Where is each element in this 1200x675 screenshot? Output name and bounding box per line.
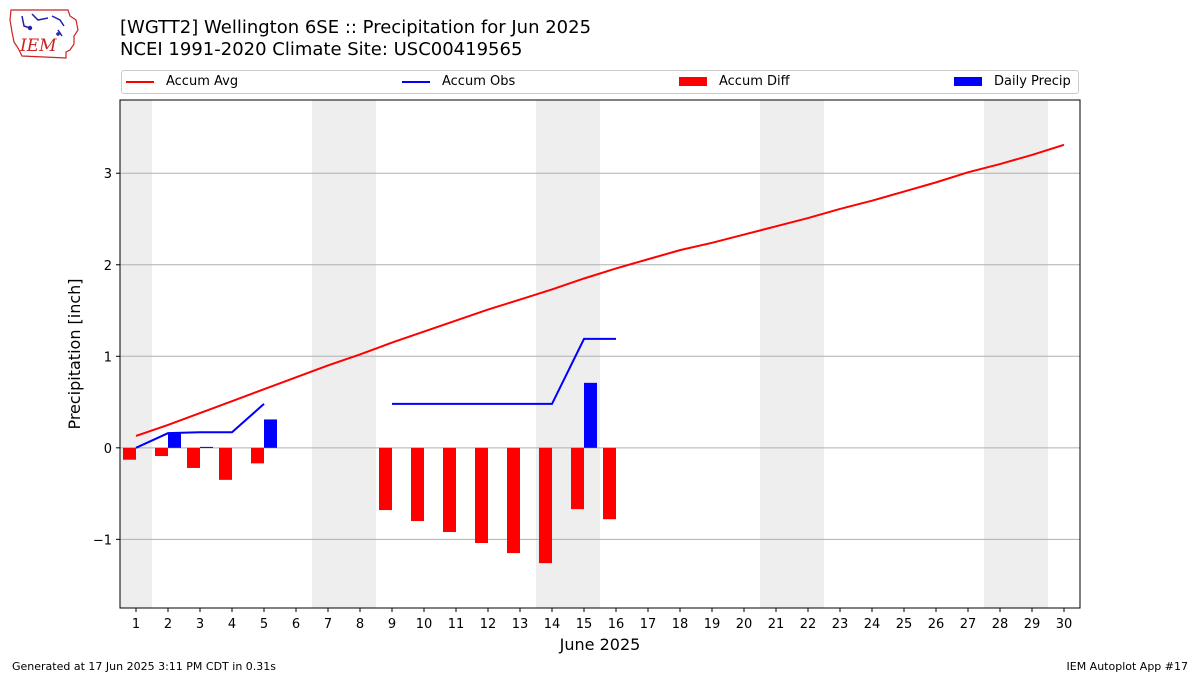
x-tick-label: 29	[1024, 617, 1041, 632]
x-tick-label: 11	[448, 617, 465, 632]
y-tick-label: 2	[104, 259, 112, 274]
x-tick-label: 14	[544, 617, 561, 632]
bar-daily-precip	[264, 419, 277, 448]
y-tick-label: 0	[104, 442, 112, 457]
x-tick-label: 16	[608, 617, 625, 632]
weekend-band-2	[312, 100, 376, 608]
x-tick-label: 27	[960, 617, 977, 632]
iem-logo: IEM	[8, 6, 82, 64]
bar-accum-diff	[539, 447, 552, 564]
line-accum-obs	[135, 403, 265, 449]
chart-title: [WGTT2] Wellington 6SE :: Precipitation …	[120, 17, 592, 38]
bar-accum-diff	[379, 447, 392, 511]
x-tick-label: 20	[736, 617, 753, 632]
legend-swatch-daily-precip	[954, 77, 982, 86]
logo-text: IEM	[19, 36, 57, 56]
line-accum-obs	[392, 337, 616, 405]
x-tick-label: 2	[164, 617, 172, 632]
x-tick-label: 22	[800, 617, 817, 632]
bar-daily-precip	[584, 382, 597, 448]
legend-swatch-accum-diff	[679, 77, 707, 86]
chart-subtitle: NCEI 1991-2020 Climate Site: USC00419565	[120, 39, 523, 60]
bar-daily-precip	[168, 433, 181, 448]
bar-accum-diff	[155, 447, 168, 457]
bar-accum-diff	[123, 447, 136, 460]
x-tick-label: 13	[512, 617, 529, 632]
x-axis-label: June 2025	[559, 635, 641, 654]
x-tick-label: 4	[228, 617, 236, 632]
x-tick-label: 7	[324, 617, 332, 632]
x-tick-label: 12	[480, 617, 497, 632]
x-tick-label: 6	[292, 617, 300, 632]
bar-accum-diff	[251, 447, 264, 464]
legend-label-accum-obs: Accum Obs	[442, 74, 516, 89]
x-tick-label: 24	[864, 617, 881, 632]
weekend-band-4	[760, 100, 824, 608]
legend-item-daily-precip: Daily Precip	[954, 74, 1071, 89]
footer-app-text: IEM Autoplot App #17	[1066, 660, 1189, 673]
x-tick-label: 26	[928, 617, 945, 632]
x-tick-label: 17	[640, 617, 657, 632]
legend-swatch-accum-avg	[126, 80, 154, 83]
legend-label-daily-precip: Daily Precip	[994, 74, 1071, 89]
bar-accum-diff	[507, 447, 520, 554]
y-tick-label: −1	[93, 533, 112, 548]
bar-accum-diff	[603, 447, 616, 520]
x-tick-label: 18	[672, 617, 689, 632]
bar-accum-diff	[571, 447, 584, 510]
legend-item-accum-diff: Accum Diff	[679, 74, 790, 89]
weekend-band-1	[120, 100, 152, 608]
x-tick-label: 30	[1056, 617, 1073, 632]
weekend-band-5	[984, 100, 1048, 608]
x-tick-label: 23	[832, 617, 849, 632]
x-tick-label: 25	[896, 617, 913, 632]
x-tick-label: 8	[356, 617, 364, 632]
legend-item-accum-avg: Accum Avg	[126, 74, 238, 89]
plot-frame	[119, 99, 1081, 609]
y-tick-label: 3	[104, 167, 112, 182]
footer-generated-text: Generated at 17 Jun 2025 3:11 PM CDT in …	[12, 660, 277, 673]
x-tick-label: 10	[416, 617, 433, 632]
legend-label-accum-diff: Accum Diff	[719, 74, 790, 89]
legend-item-accum-obs: Accum Obs	[402, 74, 515, 89]
bar-accum-diff	[411, 447, 424, 522]
legend-swatch-accum-obs	[402, 80, 430, 83]
bar-accum-diff	[219, 447, 232, 480]
bar-daily-precip	[200, 446, 213, 448]
x-tick-label: 3	[196, 617, 204, 632]
bar-accum-diff	[443, 447, 456, 533]
x-tick-label: 21	[768, 617, 785, 632]
bar-accum-diff	[475, 447, 488, 544]
x-tick-label: 28	[992, 617, 1009, 632]
x-tick-label: 5	[260, 617, 268, 632]
y-tick-label: 1	[104, 350, 112, 365]
bar-accum-diff	[187, 447, 200, 468]
chart-legend: Accum Avg Accum Obs Accum Diff Daily Pre…	[121, 70, 1079, 94]
x-tick-label: 19	[704, 617, 721, 632]
x-tick-label: 15	[576, 617, 593, 632]
y-axis-label: Precipitation [inch]	[65, 278, 84, 429]
x-tick-label: 1	[132, 617, 140, 632]
legend-label-accum-avg: Accum Avg	[166, 74, 239, 89]
line-accum-avg	[135, 143, 1065, 437]
x-tick-label: 9	[388, 617, 396, 632]
